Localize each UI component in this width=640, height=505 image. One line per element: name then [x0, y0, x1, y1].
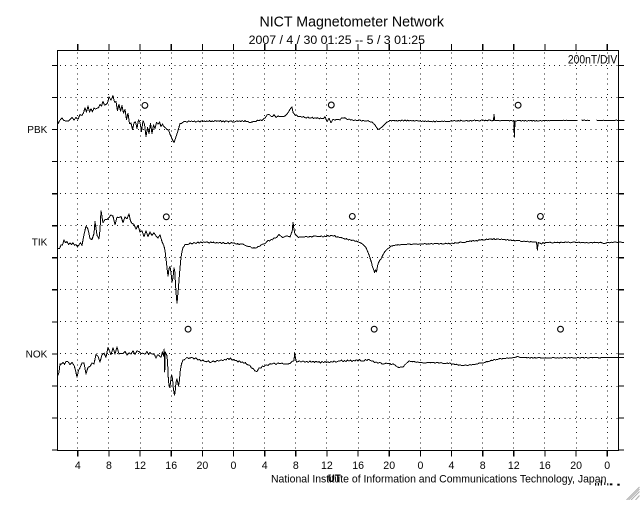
svg-text:0: 0 — [231, 460, 237, 472]
svg-text:16: 16 — [352, 460, 364, 472]
svg-text:4: 4 — [75, 460, 81, 472]
svg-text:8: 8 — [293, 460, 299, 472]
svg-text:4: 4 — [449, 460, 455, 472]
svg-text:200nT/DIV: 200nT/DIV — [568, 54, 618, 66]
svg-text:UT: UT — [328, 473, 341, 485]
svg-text:12: 12 — [321, 460, 333, 472]
svg-text:16: 16 — [165, 460, 177, 472]
svg-text:12: 12 — [508, 460, 520, 472]
svg-text:PBK: PBK — [27, 125, 47, 136]
svg-text:National Institute of Informat: National Institute of Information and Co… — [271, 473, 606, 485]
svg-text:2007 / 4 / 30 01:25 -- 5 /: 2007 / 4 / 30 01:25 -- 5 / 3 01:25 — [249, 33, 426, 47]
svg-text:8: 8 — [106, 460, 112, 472]
svg-text:NICT Magnetometer Network: NICT Magnetometer Network — [259, 14, 444, 31]
svg-text:0: 0 — [417, 460, 423, 472]
svg-text:TIK: TIK — [32, 237, 48, 248]
svg-text:12: 12 — [134, 460, 146, 472]
svg-text:8: 8 — [480, 460, 486, 472]
svg-text:NOK: NOK — [26, 350, 48, 361]
svg-text:0: 0 — [604, 460, 610, 472]
svg-text:20: 20 — [383, 460, 395, 472]
svg-text:20: 20 — [197, 460, 209, 472]
svg-text:20: 20 — [570, 460, 582, 472]
svg-text:4: 4 — [262, 460, 268, 472]
svg-text:16: 16 — [539, 460, 551, 472]
